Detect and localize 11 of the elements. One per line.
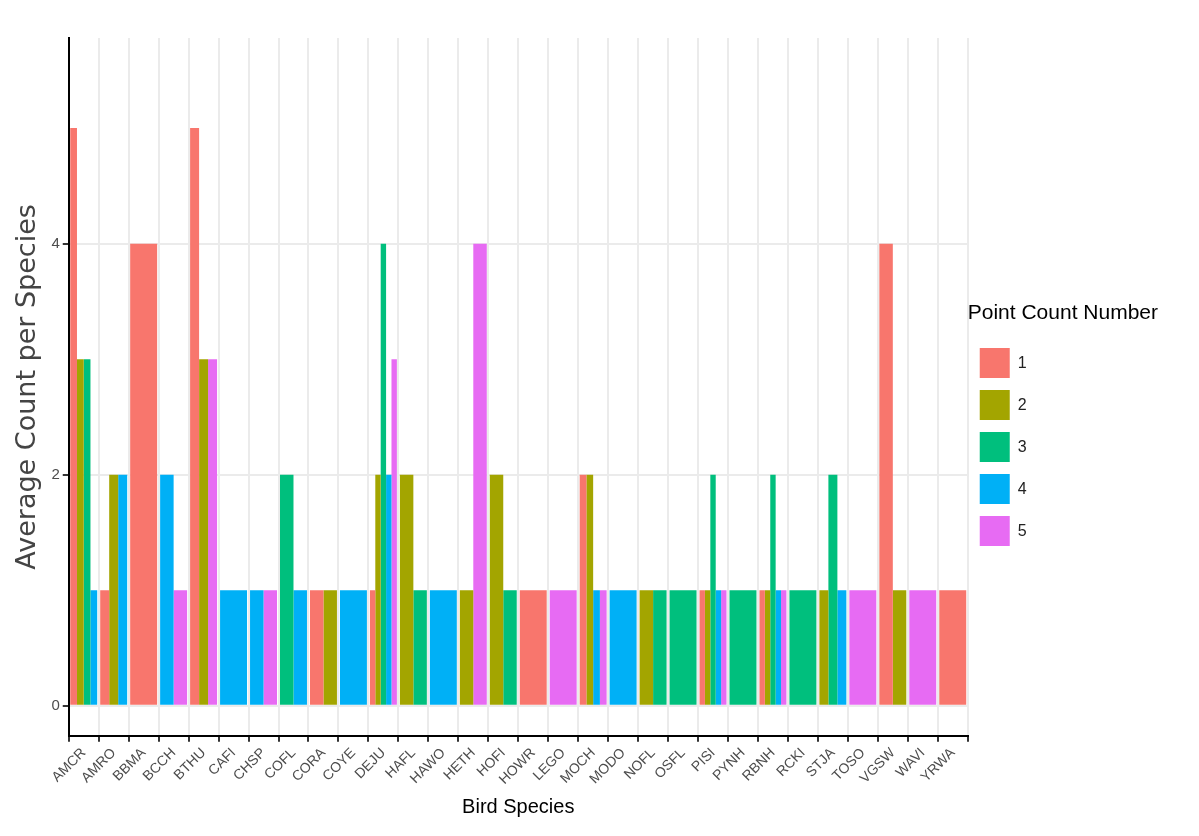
legend-label: 2 bbox=[1017, 395, 1027, 413]
legend-title: Point Count Number bbox=[967, 300, 1159, 324]
legend-label: 4 bbox=[1017, 479, 1027, 497]
y-tick-label: 4 bbox=[51, 233, 60, 251]
legend-label: 3 bbox=[1017, 437, 1027, 455]
y-tick-label: 2 bbox=[51, 464, 60, 482]
legend-label: 1 bbox=[1017, 353, 1027, 371]
y-axis-title: Average Count per Species bbox=[10, 204, 42, 570]
x-axis-title: Bird Species bbox=[462, 794, 575, 817]
y-tick-label: 0 bbox=[51, 695, 60, 713]
legend-label: 5 bbox=[1017, 521, 1027, 539]
